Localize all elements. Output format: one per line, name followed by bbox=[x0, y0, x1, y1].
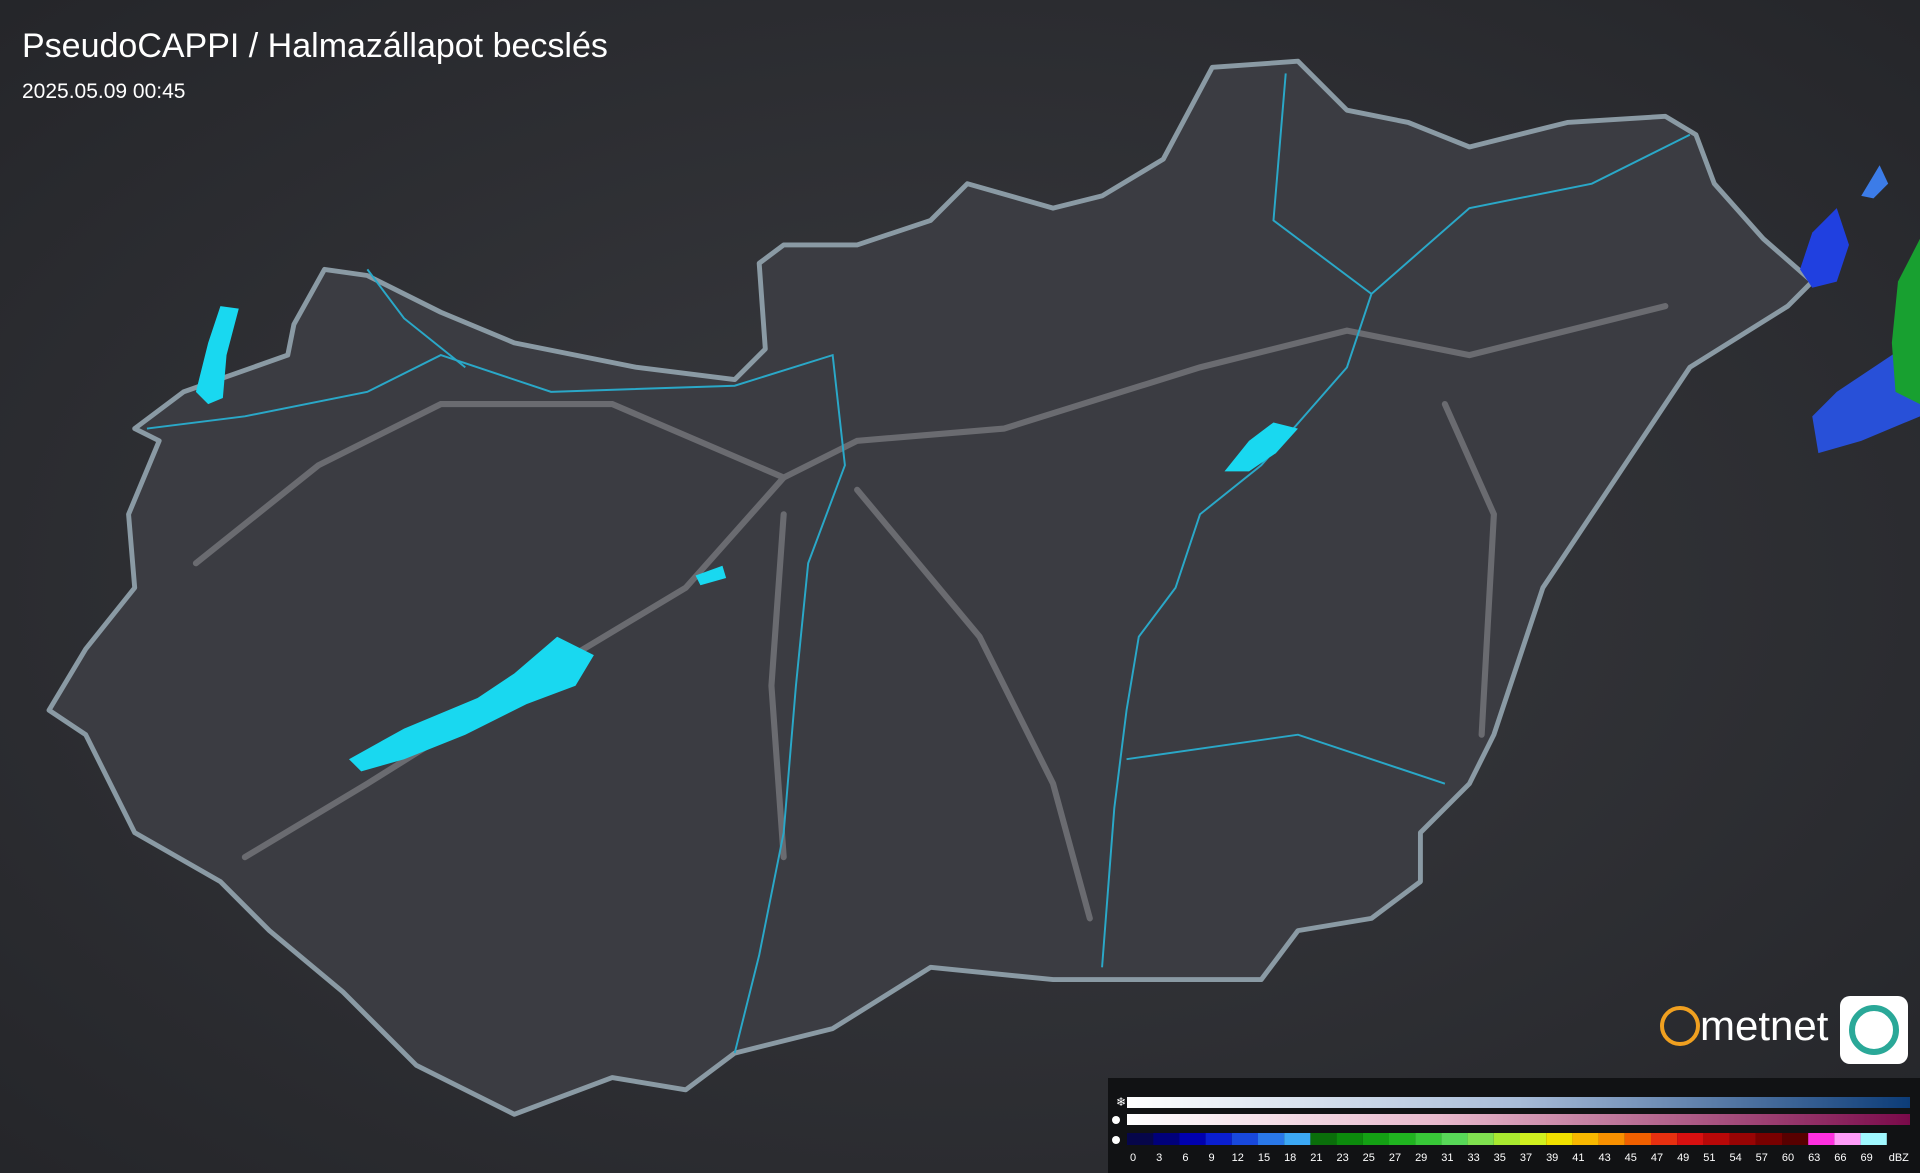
legend-cell bbox=[1258, 1133, 1285, 1145]
legend-cell bbox=[1127, 1133, 1154, 1145]
legend-label: 18 bbox=[1284, 1152, 1296, 1164]
echo-green bbox=[1891, 238, 1920, 405]
legend-cell bbox=[1546, 1133, 1573, 1145]
legend-label: 54 bbox=[1729, 1152, 1741, 1164]
legend-label: 39 bbox=[1546, 1152, 1558, 1164]
legend-cell bbox=[1153, 1133, 1180, 1145]
lake-ferto bbox=[195, 306, 239, 405]
legend-label: 51 bbox=[1703, 1152, 1715, 1164]
echo-blue bbox=[1861, 165, 1889, 199]
legend-cell bbox=[1703, 1133, 1730, 1145]
legend-cell bbox=[1598, 1133, 1625, 1145]
logo-swirl bbox=[1849, 1005, 1899, 1055]
legend-label: 15 bbox=[1258, 1152, 1270, 1164]
legend: ❄ 0 3 6 9 12 15 18 21 23 25 27 29 31 33 35 37 39 41 43 45 47… bbox=[1108, 1078, 1920, 1173]
legend-label: 33 bbox=[1467, 1152, 1479, 1164]
map-layer bbox=[46, 58, 1920, 1117]
rain-icon bbox=[1112, 1136, 1120, 1144]
legend-label: 49 bbox=[1677, 1152, 1689, 1164]
legend-cell bbox=[1441, 1133, 1468, 1145]
legend-label: 31 bbox=[1441, 1152, 1453, 1164]
legend-cell bbox=[1310, 1133, 1337, 1145]
legend-cell bbox=[1493, 1133, 1520, 1145]
legend-label: 29 bbox=[1415, 1152, 1427, 1164]
legend-unit: dBZ bbox=[1889, 1152, 1909, 1164]
legend-label: 69 bbox=[1860, 1152, 1872, 1164]
legend-cell bbox=[1520, 1133, 1547, 1145]
legend-cell bbox=[1834, 1133, 1861, 1145]
legend-cell bbox=[1179, 1133, 1206, 1145]
legend-cell bbox=[1755, 1133, 1782, 1145]
legend-cell bbox=[1284, 1133, 1311, 1145]
legend-cell bbox=[1205, 1133, 1232, 1145]
legend-cell bbox=[1389, 1133, 1416, 1145]
legend-label: 45 bbox=[1625, 1152, 1637, 1164]
legend-cell bbox=[1808, 1133, 1835, 1145]
logo-sun bbox=[1660, 1006, 1700, 1046]
legend-cell bbox=[1231, 1133, 1258, 1145]
legend-label: 66 bbox=[1834, 1152, 1846, 1164]
legend-label: 47 bbox=[1651, 1152, 1663, 1164]
legend-label: 35 bbox=[1494, 1152, 1506, 1164]
echo-blue bbox=[1812, 342, 1920, 454]
legend-cell bbox=[1782, 1133, 1809, 1145]
mixed-scale bbox=[1127, 1114, 1910, 1125]
legend-cell bbox=[1572, 1133, 1599, 1145]
snow-icon: ❄ bbox=[1116, 1095, 1126, 1109]
legend-cell bbox=[1729, 1133, 1756, 1145]
logo-text: metnet bbox=[1700, 1002, 1829, 1049]
legend-label: 21 bbox=[1310, 1152, 1322, 1164]
legend-label: 9 bbox=[1209, 1152, 1215, 1164]
lakes bbox=[195, 306, 1298, 772]
map-title: PseudoCAPPI / Halmazállapot becslés bbox=[22, 27, 608, 65]
legend-label: 3 bbox=[1156, 1152, 1162, 1164]
rivers bbox=[146, 73, 1691, 1054]
legend-label: 27 bbox=[1389, 1152, 1401, 1164]
timestamp: 2025.05.09 00:45 bbox=[22, 80, 186, 103]
legend-cell bbox=[1624, 1133, 1651, 1145]
echo-blue bbox=[1800, 208, 1849, 288]
legend-label: 43 bbox=[1598, 1152, 1610, 1164]
legend-cell bbox=[1336, 1133, 1363, 1145]
legend-label: 60 bbox=[1782, 1152, 1794, 1164]
legend-label: 25 bbox=[1363, 1152, 1375, 1164]
legend-cell bbox=[1651, 1133, 1678, 1145]
logo: metnet bbox=[1660, 996, 1908, 1064]
legend-cell bbox=[1362, 1133, 1389, 1145]
legend-label: 0 bbox=[1130, 1152, 1136, 1164]
lake-velence bbox=[695, 565, 727, 586]
legend-label: 41 bbox=[1572, 1152, 1584, 1164]
legend-label: 37 bbox=[1520, 1152, 1532, 1164]
legend-label: 12 bbox=[1232, 1152, 1244, 1164]
radar-echoes bbox=[1800, 165, 1920, 454]
legend-label: 63 bbox=[1808, 1152, 1820, 1164]
legend-label: 23 bbox=[1336, 1152, 1348, 1164]
legend-background bbox=[1108, 1078, 1920, 1173]
snow-scale bbox=[1127, 1097, 1910, 1108]
legend-cell bbox=[1467, 1133, 1494, 1145]
legend-cell bbox=[1860, 1133, 1887, 1145]
legend-cell bbox=[1677, 1133, 1704, 1145]
legend-label: 57 bbox=[1756, 1152, 1768, 1164]
legend-label: 6 bbox=[1182, 1152, 1188, 1164]
mixed-icon bbox=[1112, 1116, 1120, 1124]
lake-balaton bbox=[348, 636, 594, 772]
lake-tisza bbox=[1224, 422, 1298, 472]
legend-cell bbox=[1415, 1133, 1442, 1145]
country-outline bbox=[46, 58, 1815, 1117]
